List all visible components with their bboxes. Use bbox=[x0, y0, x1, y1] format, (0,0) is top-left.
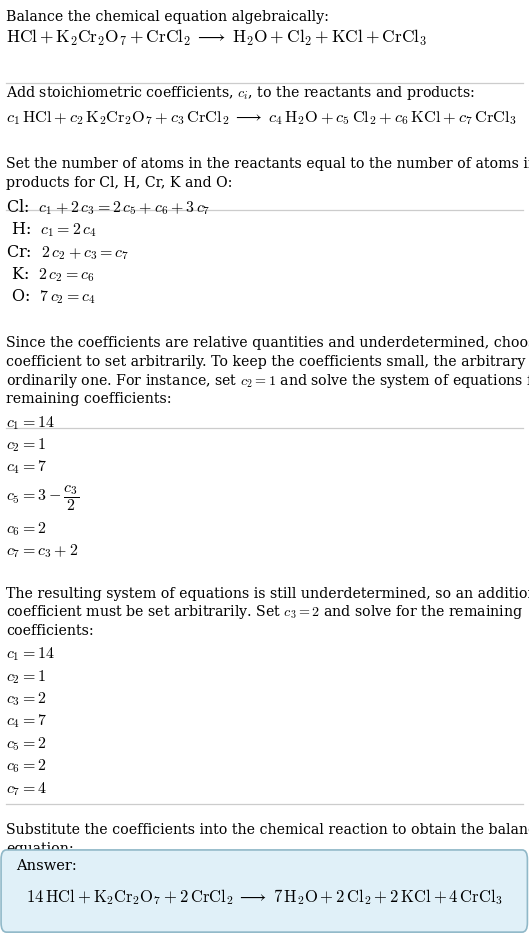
Text: equation:: equation: bbox=[6, 842, 74, 856]
Text: $14\,\mathrm{HCl} + \mathrm{K_2Cr_2O_7} + 2\,\mathrm{CrCl_2} \;\longrightarrow\;: $14\,\mathrm{HCl} + \mathrm{K_2Cr_2O_7} … bbox=[26, 887, 503, 907]
Text: coefficient to set arbitrarily. To keep the coefficients small, the arbitrary va: coefficient to set arbitrarily. To keep … bbox=[6, 355, 529, 369]
Text: Since the coefficients are relative quantities and underdetermined, choose a: Since the coefficients are relative quan… bbox=[6, 336, 529, 350]
Text: The resulting system of equations is still underdetermined, so an additional: The resulting system of equations is sti… bbox=[6, 587, 529, 601]
Text: Add stoichiometric coefficients, $c_i$, to the reactants and products:: Add stoichiometric coefficients, $c_i$, … bbox=[6, 84, 475, 102]
Text: $c_5 = 2$: $c_5 = 2$ bbox=[6, 735, 47, 753]
Text: Answer:: Answer: bbox=[16, 859, 77, 873]
Text: $c_1 = 14$: $c_1 = 14$ bbox=[6, 645, 56, 663]
Text: $\mathrm{HCl} + \mathrm{K_2Cr_2O_7} + \mathrm{CrCl_2} \;\longrightarrow\; \mathr: $\mathrm{HCl} + \mathrm{K_2Cr_2O_7} + \m… bbox=[6, 28, 427, 48]
Text: Cr:  $2\,c_2 + c_3 = c_7$: Cr: $2\,c_2 + c_3 = c_7$ bbox=[6, 243, 130, 262]
Text: Balance the chemical equation algebraically:: Balance the chemical equation algebraica… bbox=[6, 9, 330, 23]
Text: $c_4 = 7$: $c_4 = 7$ bbox=[6, 713, 48, 730]
Text: ordinarily one. For instance, set $c_2 = 1$ and solve the system of equations fo: ordinarily one. For instance, set $c_2 =… bbox=[6, 372, 529, 389]
Text: $c_1 = 14$: $c_1 = 14$ bbox=[6, 414, 56, 432]
Text: $c_5 = 3 - \dfrac{c_3}{2}$: $c_5 = 3 - \dfrac{c_3}{2}$ bbox=[6, 483, 79, 513]
Text: Set the number of atoms in the reactants equal to the number of atoms in the: Set the number of atoms in the reactants… bbox=[6, 157, 529, 171]
Text: $c_2 = 1$: $c_2 = 1$ bbox=[6, 668, 47, 686]
FancyBboxPatch shape bbox=[1, 850, 527, 932]
Text: Substitute the coefficients into the chemical reaction to obtain the balanced: Substitute the coefficients into the che… bbox=[6, 823, 529, 837]
Text: H:  $c_1 = 2\,c_4$: H: $c_1 = 2\,c_4$ bbox=[6, 220, 97, 239]
Text: coefficient must be set arbitrarily. Set $c_3 = 2$ and solve for the remaining: coefficient must be set arbitrarily. Set… bbox=[6, 603, 523, 621]
Text: remaining coefficients:: remaining coefficients: bbox=[6, 392, 172, 406]
Text: $c_4 = 7$: $c_4 = 7$ bbox=[6, 459, 48, 476]
Text: $c_7 = c_3 + 2$: $c_7 = c_3 + 2$ bbox=[6, 543, 78, 560]
Text: $c_2 = 1$: $c_2 = 1$ bbox=[6, 436, 47, 454]
Text: K:  $2\,c_2 = c_6$: K: $2\,c_2 = c_6$ bbox=[6, 265, 95, 284]
Text: $c_3 = 2$: $c_3 = 2$ bbox=[6, 690, 47, 708]
Text: $c_6 = 2$: $c_6 = 2$ bbox=[6, 757, 47, 775]
Text: O:  $7\,c_2 = c_4$: O: $7\,c_2 = c_4$ bbox=[6, 288, 96, 306]
Text: $c_1\,\mathrm{HCl} + c_2\,\mathrm{K_2Cr_2O_7} + c_3\,\mathrm{CrCl_2} \;\longrigh: $c_1\,\mathrm{HCl} + c_2\,\mathrm{K_2Cr_… bbox=[6, 109, 517, 127]
Text: $c_6 = 2$: $c_6 = 2$ bbox=[6, 520, 47, 538]
Text: coefficients:: coefficients: bbox=[6, 624, 94, 638]
Text: Cl:  $c_1 + 2\,c_3 = 2\,c_5 + c_6 + 3\,c_7$: Cl: $c_1 + 2\,c_3 = 2\,c_5 + c_6 + 3\,c_… bbox=[6, 197, 211, 217]
Text: products for Cl, H, Cr, K and O:: products for Cl, H, Cr, K and O: bbox=[6, 176, 233, 190]
Text: $c_7 = 4$: $c_7 = 4$ bbox=[6, 780, 48, 798]
